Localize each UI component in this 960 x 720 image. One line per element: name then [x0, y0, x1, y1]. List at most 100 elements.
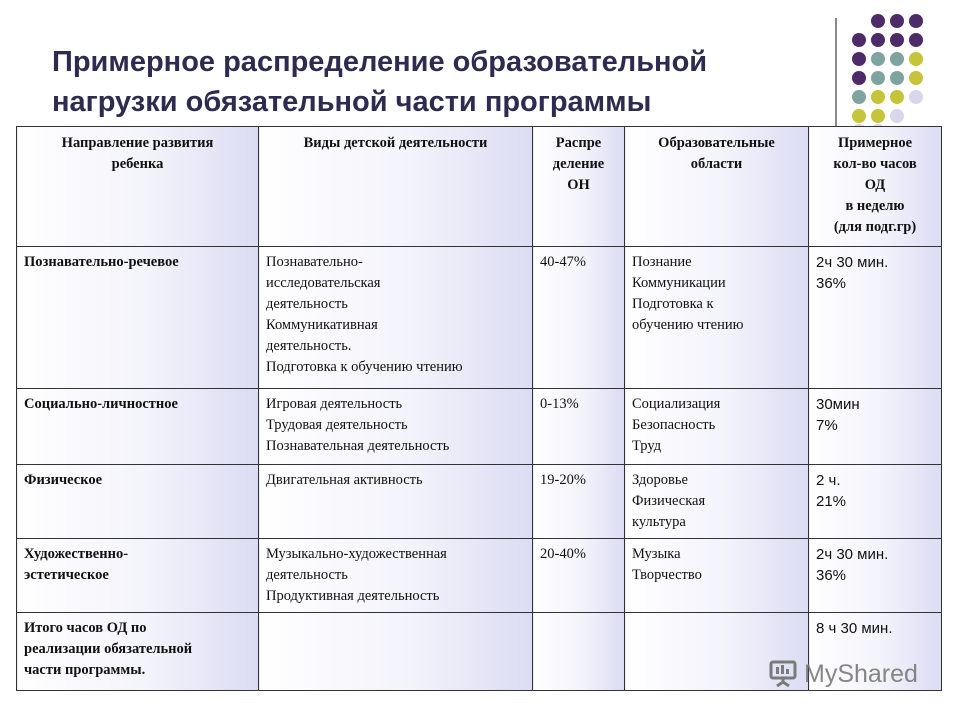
header-4-line: кол-во часов: [833, 156, 917, 172]
area-line: Познание: [632, 254, 692, 270]
header-hours: Примерное кол-во часов ОД в неделю (для подг…: [808, 126, 942, 247]
direction-line: реализации обязательной: [24, 641, 193, 657]
decorative-dot: [871, 90, 885, 104]
cell-direction: Физическое: [16, 464, 259, 539]
hours-line: 30мин: [816, 396, 860, 413]
activity-line: деятельность: [266, 567, 348, 583]
activity-line: Познавательно-: [266, 254, 363, 270]
cell-areas: Социализация Безопасность Труд: [624, 388, 809, 465]
activity-line: исследовательская: [266, 275, 381, 291]
presentation-board-icon: [769, 660, 797, 688]
activity-line: деятельность.: [266, 338, 352, 354]
cell-direction: Итого часов ОД по реализации обязательной…: [16, 612, 259, 691]
direction-line: эстетическое: [24, 567, 109, 583]
area-line: Социализация: [632, 396, 721, 412]
decorative-dot: [890, 33, 904, 47]
decorative-dot: [890, 90, 904, 104]
hours-line: 7%: [816, 417, 838, 434]
watermark: MyShared: [768, 658, 938, 692]
decorative-dot: [871, 14, 885, 28]
area-line: Здоровье: [632, 472, 688, 488]
activity-line: Коммуникативная: [266, 317, 378, 333]
header-0-line: Направление развития: [61, 135, 214, 151]
activity-line: Трудовая деятельность: [266, 417, 408, 433]
decorative-dot: [871, 52, 885, 66]
header-4-line: (для подг.гр): [833, 219, 917, 235]
hours-line: 36%: [816, 275, 847, 292]
activity-line: Познавательная деятельность: [266, 438, 450, 454]
cell-activities: Познавательно-исследовательская деятельно…: [258, 246, 533, 389]
header-activities: Виды детской деятельности: [258, 126, 533, 247]
decorative-dot: [871, 109, 885, 123]
hours-line: 2ч 30 мин.: [816, 546, 889, 563]
load-distribution-table: Направление развития ребенка Виды детской…: [16, 126, 942, 691]
decorative-dot: [909, 52, 923, 66]
cell-activities: [258, 612, 533, 691]
decorative-dot: [852, 109, 866, 123]
decorative-dot: [890, 52, 904, 66]
decorative-vertical-rule: [835, 18, 837, 130]
direction-line: Физическое: [24, 472, 103, 488]
cell-areas: Музыка Творчество: [624, 538, 809, 613]
header-2-line: ОН: [567, 177, 590, 193]
activity-line: Двигательная активность: [266, 472, 423, 488]
decorative-dot: [909, 33, 923, 47]
watermark-text: MyShared: [804, 660, 918, 688]
decorative-dot: [852, 90, 866, 104]
decorative-dot: [852, 52, 866, 66]
direction-line: Художественно-: [24, 546, 129, 562]
header-4-line: Примерное: [837, 135, 913, 151]
hours-line: 36%: [816, 567, 847, 584]
cell-hours: 2ч 30 мин. 36%: [808, 538, 942, 613]
decorative-dot: [871, 71, 885, 85]
area-line: Труд: [632, 438, 662, 454]
decorative-dot: [852, 33, 866, 47]
hours-line: 21%: [816, 493, 847, 510]
cell-activities: Музыкально-художественная деятельность Про…: [258, 538, 533, 613]
cell-hours: 30мин 7%: [808, 388, 942, 465]
direction-line: Социально-личностное: [24, 396, 178, 412]
decorative-dot: [890, 71, 904, 85]
table-row: Познавательно-речевое Познавательно-иссле…: [16, 246, 942, 389]
area-line: Подготовка к: [632, 296, 714, 312]
activity-line: деятельность: [266, 296, 348, 312]
cell-share: 40-47%: [532, 246, 625, 389]
cell-hours: 8 ч 30 мин.: [808, 612, 942, 691]
decorative-dot: [909, 90, 923, 104]
cell-direction: Социально-личностное: [16, 388, 259, 465]
table-row: Художественно-эстетическое Музыкально-худ…: [16, 538, 942, 613]
table-header-row: Направление развития ребенка Виды детской…: [16, 126, 942, 247]
header-areas: Образовательные области: [624, 126, 809, 247]
decorative-dot: [909, 71, 923, 85]
table-row: Итого часов ОД по реализации обязательной…: [16, 612, 942, 691]
header-2-line: Распре: [555, 135, 602, 151]
decorative-dot: [890, 109, 904, 123]
area-line: Творчество: [632, 567, 702, 583]
hours-line: 2ч 30 мин.: [816, 254, 889, 271]
activity-line: Игровая деятельность: [266, 396, 403, 412]
cell-share: 0-13%: [532, 388, 625, 465]
table-row: Социально-личностное Игровая деятельность…: [16, 388, 942, 465]
header-4-line: ОД: [864, 177, 886, 193]
header-share: Распре деление ОН: [532, 126, 625, 247]
cell-share: [532, 612, 625, 691]
cell-areas: Здоровье Физическая культура: [624, 464, 809, 539]
header-2-line: деление: [552, 156, 605, 172]
title-line-1: Примерное распределение образовательной: [52, 46, 708, 78]
activity-line: Подготовка к обучению чтению: [266, 359, 463, 375]
header-1-line: Виды детской деятельности: [303, 135, 488, 151]
area-line: Музыка: [632, 546, 681, 562]
area-line: обучению чтению: [632, 317, 744, 333]
decorative-dot: [890, 14, 904, 28]
activity-line: Продуктивная деятельность: [266, 588, 440, 604]
cell-direction: Познавательно-речевое: [16, 246, 259, 389]
decorative-dot: [909, 14, 923, 28]
header-direction: Направление развития ребенка: [16, 126, 259, 247]
activity-line: Музыкально-художественная: [266, 546, 447, 562]
hours-line: 2 ч.: [816, 472, 841, 489]
title-line-2: нагрузки обязательной части программы: [52, 86, 652, 118]
header-3-line: области: [690, 156, 743, 172]
header-0-line: ребенка: [111, 156, 164, 172]
header-3-line: Образовательные: [658, 135, 775, 151]
area-line: Физическая: [632, 493, 706, 509]
